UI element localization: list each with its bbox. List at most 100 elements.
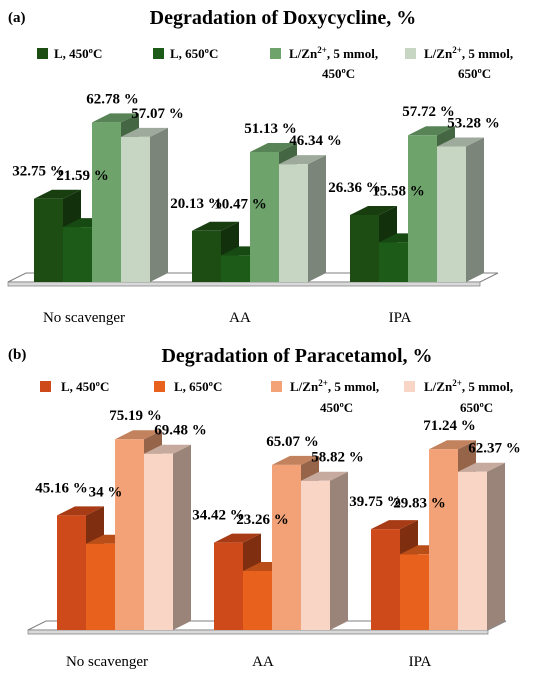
legend: L, 450ºC L, 650ºC L/Zn2+, 5 mmol, 450ºC … xyxy=(37,45,513,81)
bar-top xyxy=(279,155,326,165)
legend-label-zn450-temp: 450ºC xyxy=(320,400,353,415)
bar-side xyxy=(330,471,348,630)
bar xyxy=(144,444,191,630)
bar-front xyxy=(429,449,458,630)
legend-label-zn650: L/Zn2+, 5 mmol, xyxy=(424,45,513,61)
bar-side xyxy=(487,462,505,630)
x-tick-label: IPA xyxy=(409,654,432,670)
bar-side xyxy=(308,155,326,282)
legend-label-zn650-temp: 650ºC xyxy=(460,400,493,415)
bar-top xyxy=(272,455,319,465)
bar-front xyxy=(279,164,308,282)
data-label: 58.82 % xyxy=(311,450,364,466)
bar-top xyxy=(192,221,239,231)
data-label: 69.48 % xyxy=(154,423,207,439)
bar-top xyxy=(350,205,397,215)
legend-label-l450: L, 450ºC xyxy=(61,379,109,394)
bar-front xyxy=(250,151,279,282)
bar-side xyxy=(466,137,484,282)
bar-top xyxy=(437,137,484,147)
legend-label-zn650-temp: 650ºC xyxy=(458,66,491,81)
bar-front xyxy=(458,471,487,630)
bar-top xyxy=(34,189,81,199)
chart-floor-edge xyxy=(27,629,489,635)
data-label: 39.75 % xyxy=(349,494,402,510)
x-tick-label: No scavenger xyxy=(66,654,148,670)
data-label: 26.36 % xyxy=(328,180,381,196)
bar-front xyxy=(57,515,86,630)
data-label: 15.58 % xyxy=(372,183,425,199)
x-tick-label: IPA xyxy=(389,310,412,326)
bar-front xyxy=(437,146,466,282)
data-label: 34.42 % xyxy=(192,508,245,524)
bar-top xyxy=(371,520,418,530)
bar-top xyxy=(144,444,191,454)
data-label: 57.72 % xyxy=(402,104,455,120)
legend-swatch-zn450 xyxy=(270,48,281,59)
bar-top xyxy=(115,430,162,440)
bar-front xyxy=(301,480,330,630)
bar-front xyxy=(243,570,272,630)
legend-swatch-l450 xyxy=(37,48,48,59)
legend-label-l650: L, 650ºC xyxy=(170,46,218,61)
bar-front xyxy=(379,242,408,282)
legend-label-l450: L, 450ºC xyxy=(54,46,102,61)
bar-front xyxy=(272,464,301,630)
data-label: 21.59 % xyxy=(56,168,109,184)
bar-top xyxy=(121,127,168,137)
legend-label-zn450: L/Zn2+, 5 mmol, xyxy=(289,45,378,61)
bar-front xyxy=(144,453,173,630)
x-tick-label: AA xyxy=(229,310,251,326)
bar-top xyxy=(57,506,104,516)
legend: L, 450ºC L, 650ºC L/Zn2+, 5 mmol, 450ºC … xyxy=(40,378,513,415)
data-label: 34 % xyxy=(89,485,123,501)
bar-top xyxy=(458,462,505,472)
data-label: 32.75 % xyxy=(12,164,65,180)
plot-area-doxycycline: No scavenger 32.75 %21.59 % 62.78 %57.07 %… xyxy=(7,91,500,326)
bar-top xyxy=(301,471,348,481)
data-label: 71.24 % xyxy=(423,418,476,434)
data-label: 51.13 % xyxy=(244,121,297,137)
bar xyxy=(301,471,348,630)
plot-area-paracetamol: No scavenger 45.16 % 34 % 75.19 %69.48 % AA 3… xyxy=(27,408,521,670)
bar-top xyxy=(214,533,261,543)
legend-swatch-l650 xyxy=(154,381,165,392)
bar xyxy=(437,137,484,282)
bar xyxy=(279,155,326,282)
bar-front xyxy=(371,529,400,630)
panel-label-b: (b) xyxy=(8,347,26,363)
chart-title-paracetamol: Degradation of Paracetamol, % xyxy=(161,345,432,367)
bar-front xyxy=(92,122,121,282)
bar-top xyxy=(250,142,297,152)
x-tick-label: AA xyxy=(252,654,274,670)
data-label: 46.34 % xyxy=(289,133,342,149)
bar-front xyxy=(350,214,379,282)
data-label: 57.07 % xyxy=(131,106,184,122)
legend-label-l650: L, 650ºC xyxy=(174,379,222,394)
bar-front xyxy=(63,227,92,282)
legend-swatch-l450 xyxy=(40,381,51,392)
legend-swatch-zn650 xyxy=(404,381,415,392)
bar-front xyxy=(221,255,250,282)
bar-front xyxy=(121,136,150,282)
data-label: 62.37 % xyxy=(468,441,521,457)
chart-floor-edge xyxy=(7,281,481,287)
chart-panel-doxycycline: (a) Degradation of Doxycycline, % L, 450… xyxy=(7,7,513,326)
bar-top xyxy=(429,440,476,450)
bar-side xyxy=(173,444,191,630)
bar xyxy=(121,127,168,282)
data-label: 20.13 % xyxy=(170,196,223,212)
bar-top xyxy=(408,126,455,136)
legend-swatch-zn450 xyxy=(271,381,282,392)
bar-front xyxy=(214,542,243,630)
data-label: 75.19 % xyxy=(109,408,162,424)
chart-panel-paracetamol: (b) Degradation of Paracetamol, % L, 450… xyxy=(8,345,521,670)
bar-top xyxy=(92,113,139,123)
legend-label-zn650: L/Zn2+, 5 mmol, xyxy=(424,378,513,394)
legend-swatch-l650 xyxy=(153,48,164,59)
data-label: 10.47 % xyxy=(214,196,267,212)
bar xyxy=(458,462,505,630)
data-label: 23.26 % xyxy=(236,512,289,528)
bar-side xyxy=(150,127,168,282)
bar-front xyxy=(34,198,63,282)
